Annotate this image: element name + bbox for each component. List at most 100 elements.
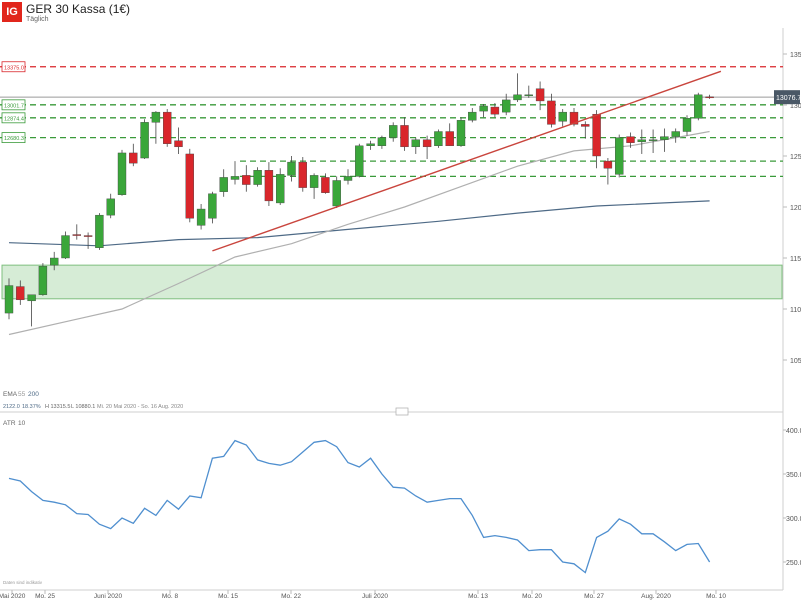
candle-body <box>456 120 466 147</box>
time-axis-tick: Mo. 27 <box>584 593 604 600</box>
demand-zone <box>1 264 783 300</box>
atr-axis-tick: 350.0 <box>786 472 801 479</box>
price-axis-tick: 11000.0 <box>790 307 801 314</box>
candle-body <box>377 137 387 146</box>
candle-body <box>366 143 375 146</box>
level-label-box <box>1 112 26 124</box>
ema-period-2: 200 <box>28 391 39 398</box>
time-axis-tick: Mo. 20 <box>522 593 542 600</box>
info-value-2: 18.37% <box>22 404 41 410</box>
info-value-1: 2122.0 <box>3 404 20 410</box>
candle-body <box>72 234 82 236</box>
time-axis-tick: Mo. 25 <box>35 593 55 600</box>
info-low: L 10880.1 <box>71 404 95 410</box>
atr-axis-tick: 400.0 <box>786 428 801 435</box>
candle-body <box>581 124 590 127</box>
candle-body <box>547 100 556 125</box>
candle-body <box>615 137 624 175</box>
candle-body <box>50 257 59 266</box>
atr-line <box>8 439 711 574</box>
candle-body <box>332 180 341 207</box>
price-axis-tick: 13500.0 <box>790 52 801 59</box>
time-axis-tick: Mo. 22 <box>281 593 301 600</box>
candle-body <box>468 111 477 121</box>
candle-body <box>502 99 511 113</box>
candle-body <box>445 131 454 147</box>
ig-logo: IG <box>2 2 22 22</box>
level-label: 12874.4 <box>4 116 24 122</box>
atr-axis-tick: 250.0 <box>786 560 801 567</box>
time-axis-tick: Mai 2020 <box>0 593 26 600</box>
candle-body <box>400 125 409 148</box>
price-axis-tick: 12500.0 <box>790 154 801 161</box>
time-axis-tick: Mo. 8 <box>162 593 179 600</box>
candle-body <box>434 131 443 147</box>
candle-body <box>422 139 432 148</box>
candle-body <box>208 193 217 219</box>
level-label-box <box>1 99 26 111</box>
candle-body <box>490 106 500 115</box>
candle-body <box>129 152 138 164</box>
trendline <box>212 70 722 252</box>
info-range: Mi. 20 Mai 2020 - So. 16 Aug. 2020 <box>97 404 183 410</box>
candle-body <box>569 111 579 125</box>
time-axis-tick: Mo. 10 <box>706 593 726 600</box>
candle-body <box>298 161 307 188</box>
candle-body <box>637 139 646 142</box>
candle-body <box>38 265 48 295</box>
candle-body <box>117 152 127 195</box>
candle-body <box>106 198 115 216</box>
time-axis-tick: Aug. 2020 <box>641 593 671 600</box>
level-label: 12680.3 <box>4 136 24 142</box>
candle-body <box>479 105 488 112</box>
current-price-tag <box>774 90 800 105</box>
time-axis-tick: Juni 2020 <box>94 593 123 600</box>
candle-body <box>287 161 296 176</box>
resistance-label-box <box>1 61 26 73</box>
candle-body <box>355 145 364 177</box>
level-label-box <box>1 132 26 144</box>
candle-body <box>27 294 36 302</box>
candle-body <box>603 160 613 169</box>
candle-body <box>83 235 93 237</box>
info-high: H 13315.5 <box>45 404 70 410</box>
candle-body <box>694 94 703 119</box>
atr-period: 10 <box>18 420 26 427</box>
instrument-title[interactable]: GER 30 Kassa (1€) <box>26 2 131 16</box>
candle-body <box>4 285 14 314</box>
atr-axis-tick: 300.0 <box>786 516 801 523</box>
candle-body <box>95 214 104 249</box>
timeframe-label: Täglich <box>26 16 49 23</box>
candle-body <box>219 177 228 192</box>
data-disclaimer: Daten sind indikativ <box>3 580 43 585</box>
candle-body <box>524 94 533 97</box>
candle-body <box>264 170 274 202</box>
candle-body <box>309 175 319 188</box>
candle-body <box>660 136 669 140</box>
price-axis-tick: 13000.0 <box>790 103 801 110</box>
candle-body <box>16 286 25 301</box>
candle-body <box>242 175 251 185</box>
chart-header: IG GER 30 Kassa (1€) Täglich <box>0 0 300 26</box>
candle-body <box>535 88 545 102</box>
candle-body <box>671 131 680 137</box>
candle-body <box>61 235 70 259</box>
time-axis-tick: Mo. 15 <box>218 593 238 600</box>
current-price-value: 13076.7 <box>776 95 801 102</box>
price-axis-tick: 12000.0 <box>790 205 801 212</box>
candle-body <box>321 177 330 193</box>
level-label: 13001.7 <box>4 103 24 109</box>
candle-body <box>648 139 658 141</box>
candle-body <box>592 113 601 157</box>
candle-body <box>196 208 206 226</box>
ema-period-1: 55 <box>18 391 26 398</box>
price-axis-tick: 11500.0 <box>790 256 801 263</box>
candle-body <box>162 111 172 144</box>
candle-body <box>230 176 240 180</box>
candle-body <box>411 139 420 148</box>
candle-body <box>343 176 353 181</box>
ema-200-line <box>8 200 710 247</box>
candle-body <box>174 140 183 148</box>
atr-label: ATR <box>3 420 16 427</box>
